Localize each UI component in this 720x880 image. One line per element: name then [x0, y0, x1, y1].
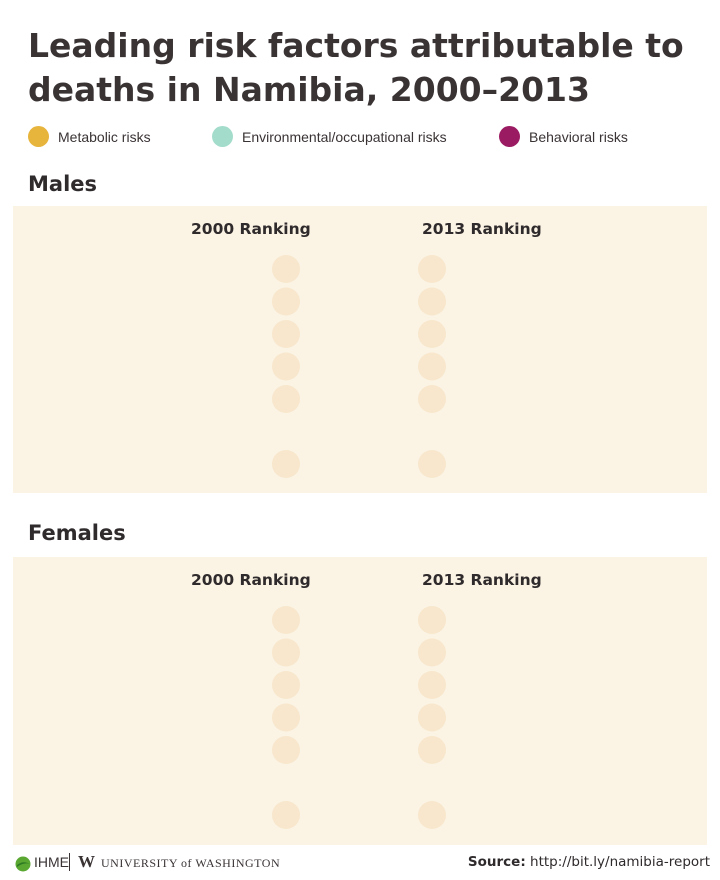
- females-2000-rank-3-marker: [272, 671, 300, 699]
- source-label: Source:: [467, 854, 526, 870]
- legend-swatch-environmental: [212, 126, 233, 147]
- males-2013-rank-7-marker: [418, 450, 446, 478]
- females-2013-rank-5-marker: [418, 736, 446, 764]
- males-2013-rank-4-marker: [418, 352, 446, 381]
- source-note: Source: http://bit.ly/namibia-report: [468, 854, 710, 870]
- females-2013-rank-4-marker: [418, 703, 446, 732]
- uw-logo-text: UNIVERSITY of WASHINGTON: [101, 856, 281, 870]
- males-2013-ranking-header: 2013 Ranking: [422, 220, 542, 238]
- legend-item-metabolic: Metabolic risks: [28, 126, 151, 147]
- legend-item-behavioral: Behavioral risks: [499, 126, 628, 147]
- females-2013-rank-3-marker: [418, 671, 446, 699]
- males-panel: 2000 Ranking 2013 Ranking: [13, 206, 707, 493]
- females-2013-rank-2-marker: [418, 638, 446, 667]
- legend-label-environmental: Environmental/occupational risks: [242, 128, 447, 145]
- males-2013-rank-5-marker: [418, 385, 446, 413]
- legend-label-behavioral: Behavioral risks: [529, 128, 628, 145]
- males-2000-rank-7-marker: [272, 450, 300, 478]
- males-2000-rank-1-marker: [272, 255, 300, 283]
- females-section-title: Females: [28, 521, 126, 545]
- males-2000-rank-4-marker: [272, 352, 300, 381]
- males-2000-rank-2-marker: [272, 287, 300, 316]
- males-2013-rank-3-marker: [418, 320, 446, 348]
- footer: IHME W UNIVERSITY of WASHINGTON Source: …: [0, 848, 720, 878]
- females-panel: 2000 Ranking 2013 Ranking: [13, 557, 707, 845]
- source-url[interactable]: http://bit.ly/namibia-report: [530, 854, 710, 870]
- chart-title: Leading risk factors attributable to dea…: [28, 26, 684, 109]
- males-section-title: Males: [28, 172, 98, 196]
- females-ranking-svg: [272, 606, 446, 829]
- ihme-logo-icon: [15, 856, 31, 872]
- ihme-logo-text: IHME: [34, 854, 69, 870]
- legend-item-environmental: Environmental/occupational risks: [212, 126, 447, 147]
- legend: Metabolic risks Environmental/occupation…: [0, 126, 720, 152]
- females-2013-ranking-header: 2013 Ranking: [422, 571, 542, 589]
- females-2000-rank-2-marker: [272, 638, 300, 667]
- females-2000-rank-5-marker: [272, 736, 300, 764]
- males-ranking-svg: [272, 255, 446, 478]
- males-2000-rank-5-marker: [272, 385, 300, 413]
- females-2000-rank-1-marker: [272, 606, 300, 634]
- males-2000-ranking-header: 2000 Ranking: [191, 220, 311, 238]
- legend-swatch-metabolic: [28, 126, 49, 147]
- legend-label-metabolic: Metabolic risks: [58, 128, 151, 145]
- legend-swatch-behavioral: [499, 126, 520, 147]
- females-2000-rank-4-marker: [272, 703, 300, 732]
- females-2000-rank-7-marker: [272, 801, 300, 829]
- females-2013-rank-1-marker: [418, 606, 446, 634]
- females-2013-rank-7-marker: [418, 801, 446, 829]
- females-2000-ranking-header: 2000 Ranking: [191, 571, 311, 589]
- males-2013-rank-2-marker: [418, 287, 446, 316]
- uw-logo-icon: W: [78, 852, 95, 871]
- footer-divider: [69, 853, 70, 871]
- males-2000-rank-3-marker: [272, 320, 300, 348]
- males-2013-rank-1-marker: [418, 255, 446, 283]
